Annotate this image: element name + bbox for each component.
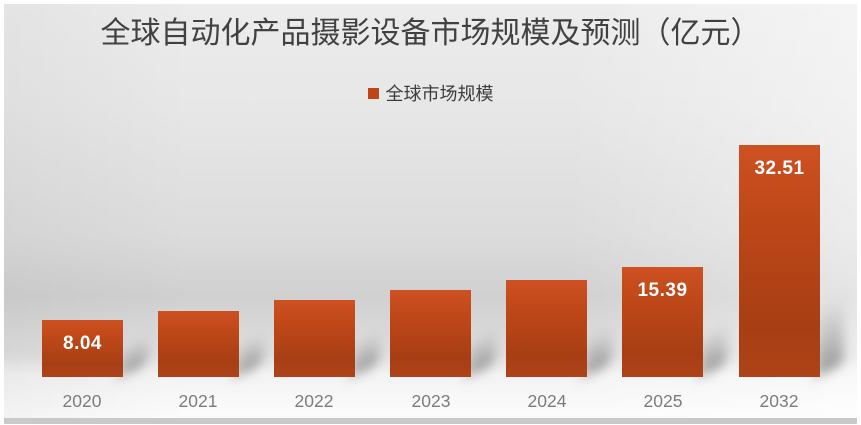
bar-value-label: 15.39 <box>637 280 688 301</box>
x-axis-label: 2023 <box>411 391 451 411</box>
bottom-edge-line <box>4 418 857 424</box>
bar-value-label: 32.51 <box>754 158 805 179</box>
bar-shadow <box>119 329 146 377</box>
bar-shadow <box>235 326 262 377</box>
bar-shadow <box>583 317 610 377</box>
bar-2024[interactable] <box>506 280 587 377</box>
bar-value-label: 8.04 <box>63 333 102 354</box>
bar-2020[interactable]: 8.04 <box>42 320 123 377</box>
bar-2025[interactable]: 15.39 <box>622 267 703 377</box>
bar-shadow <box>699 313 726 377</box>
x-axis-label: 2021 <box>178 391 218 411</box>
bar-shadow <box>467 320 494 377</box>
bar-2023[interactable] <box>390 290 471 377</box>
legend-label: 全球市场规模 <box>385 84 494 104</box>
bar-2032[interactable]: 32.51 <box>739 145 820 377</box>
legend[interactable]: 全球市场规模 <box>0 80 861 106</box>
bar-shadow <box>816 279 843 377</box>
bar-2022[interactable] <box>274 300 355 377</box>
x-axis-label: 2020 <box>62 391 102 411</box>
bar-2021[interactable] <box>158 311 239 377</box>
x-axis-label: 2025 <box>643 391 683 411</box>
bar-shadow <box>351 323 378 377</box>
chart-title: 全球自动化产品摄影设备市场规模及预测（亿元） <box>100 17 761 50</box>
x-axis-label: 2024 <box>527 391 567 411</box>
x-axis-label: 2032 <box>759 391 799 411</box>
x-axis-label: 2022 <box>294 391 334 411</box>
legend-marker-icon <box>367 87 379 99</box>
